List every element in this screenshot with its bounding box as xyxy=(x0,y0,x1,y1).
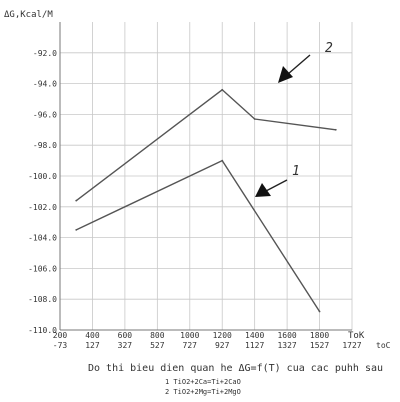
x-tick-label-kelvin: 1600 xyxy=(277,331,296,340)
y-tick-label: -102.0 xyxy=(28,203,57,212)
y-tick-label: -104.0 xyxy=(28,234,57,243)
y-tick-label: -110.0 xyxy=(28,326,57,335)
x-tick-label-celsius: 327 xyxy=(118,341,133,350)
x-tick-label-kelvin: 400 xyxy=(85,331,100,340)
x-tick-label-kelvin: 1000 xyxy=(180,331,199,340)
series-point-2 xyxy=(334,128,337,131)
series-line-2 xyxy=(75,88,336,202)
legend-entry-2: 2 TiO2+2Mg=Ti+2MgO xyxy=(165,388,241,396)
x-tick-label-kelvin: 600 xyxy=(118,331,133,340)
x-tick-label-kelvin: 800 xyxy=(150,331,165,340)
x-tick-label-celsius: 927 xyxy=(215,341,230,350)
x-tick-label-celsius: 527 xyxy=(150,341,165,350)
series-point-1 xyxy=(318,310,321,313)
y-tick-label: -108.0 xyxy=(28,295,57,304)
y-tick-label: -106.0 xyxy=(28,264,57,273)
x-axis-label-celsius: toC xyxy=(376,341,391,350)
y-tick-label: -96.0 xyxy=(33,110,57,119)
legend-entry-1: 1 TiO2+2Ca=Ti+2CaO xyxy=(165,378,241,386)
x-axis-label-kelvin: ToK xyxy=(348,331,365,341)
annotation-label-2: 2 xyxy=(325,41,333,56)
y-axis-label: ΔG,Kcal/M xyxy=(4,10,53,20)
annotation-arrow-1 xyxy=(255,179,288,197)
series-point-2 xyxy=(253,118,256,120)
y-tick-label: -98.0 xyxy=(33,141,57,150)
series-point-2 xyxy=(221,88,224,91)
grid xyxy=(60,22,353,330)
annotation-label-1: 1 xyxy=(292,164,300,179)
x-tick-label-celsius: 1327 xyxy=(277,341,296,350)
y-tick-label: -100.0 xyxy=(28,172,57,181)
x-tick-label-celsius: 727 xyxy=(183,341,198,350)
chart-caption: Do thi bieu dien quan he ΔG=f(T) cua cac… xyxy=(88,363,383,374)
y-tick-labels: -110.0 -108.0 -106.0 -104.0 -102.0 -100.0 -98.… xyxy=(28,49,57,335)
series-point-1 xyxy=(221,159,224,162)
x-tick-label-kelvin: 1800 xyxy=(310,331,329,340)
x-tick-label-celsius: 1127 xyxy=(245,341,264,350)
x-tick-label-kelvin: 1400 xyxy=(245,331,264,340)
x-tick-label-celsius: 1527 xyxy=(310,341,329,350)
series-point-2 xyxy=(75,199,78,202)
x-tick-label-celsius: -73 xyxy=(53,341,68,350)
series-point-1 xyxy=(75,229,78,231)
x-tick-label-celsius: 1727 xyxy=(342,341,361,350)
annotation-arrow-2 xyxy=(278,54,311,83)
x-tick-label-celsius: 127 xyxy=(85,341,100,350)
y-tick-label: -94.0 xyxy=(33,80,57,89)
x-tick-label-kelvin: 200 xyxy=(53,331,68,340)
x-tick-label-kelvin: 1200 xyxy=(213,331,232,340)
series-line-1 xyxy=(75,159,321,312)
y-tick-label: -92.0 xyxy=(33,49,57,58)
series-lines xyxy=(75,88,337,313)
